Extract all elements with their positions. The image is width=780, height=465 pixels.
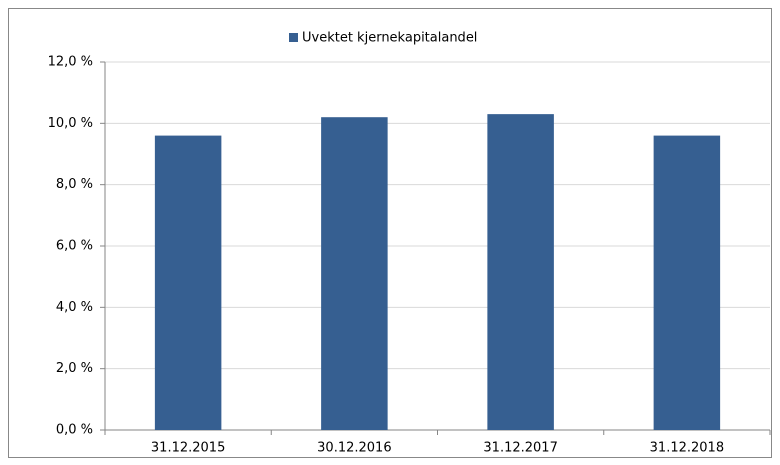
y-tick-label: 12,0 %	[48, 55, 93, 70]
chart-border	[8, 8, 772, 458]
y-tick-label: 8,0 %	[56, 177, 93, 192]
x-tick-label: 31.12.2018	[650, 441, 724, 456]
bar	[154, 135, 222, 430]
y-tick-label: 10,0 %	[48, 116, 93, 131]
y-tick-label: 2,0 %	[56, 361, 93, 376]
legend-label: Uvektet kjernekapitalandel	[302, 31, 477, 46]
x-tick-label: 31.12.2017	[483, 441, 557, 456]
y-tick-label: 4,0 %	[56, 300, 93, 315]
x-tick-label: 31.12.2015	[151, 441, 225, 456]
y-tick-label: 6,0 %	[56, 239, 93, 254]
y-tick-label: 0,0 %	[56, 423, 93, 438]
x-tick-label: 30.12.2016	[317, 441, 391, 456]
legend-swatch	[289, 33, 298, 42]
bar	[487, 114, 554, 430]
bar	[653, 135, 721, 430]
bar	[321, 117, 388, 430]
